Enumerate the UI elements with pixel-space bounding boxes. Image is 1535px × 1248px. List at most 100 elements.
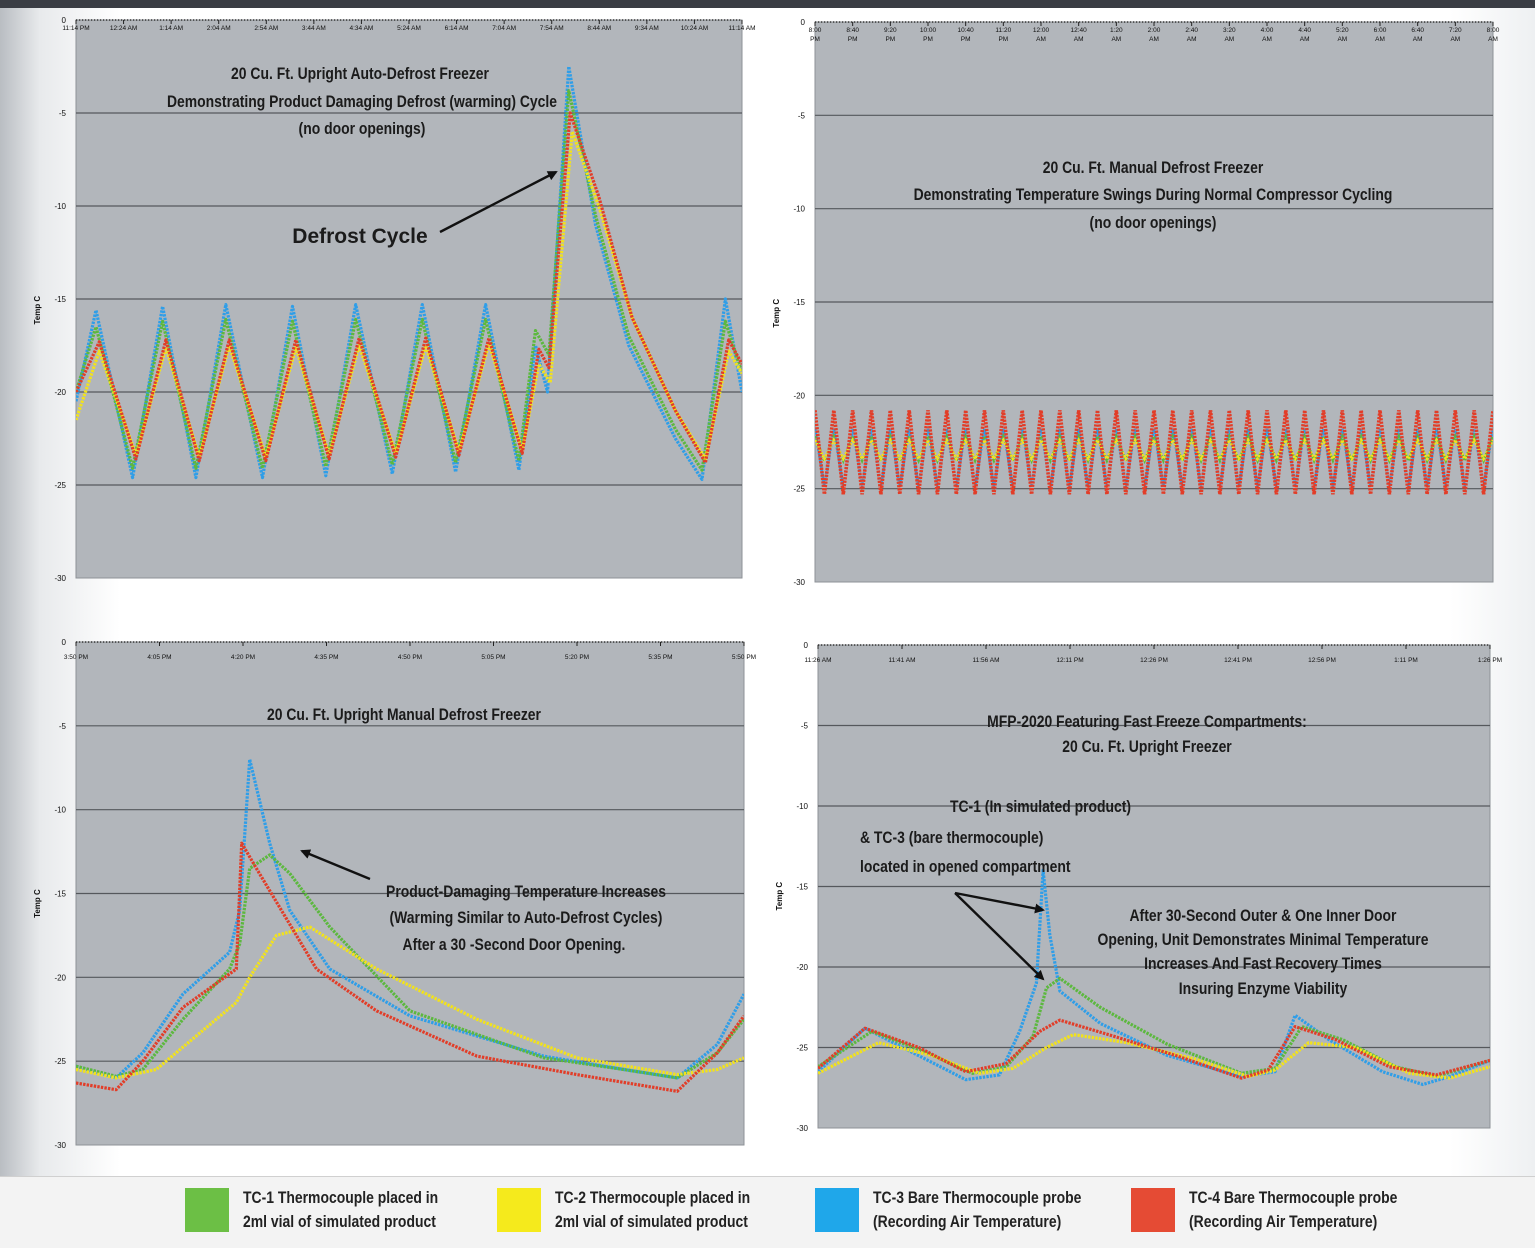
x-tick-label: 12:00 (1033, 27, 1050, 34)
x-tick-label: 1:20 (1110, 27, 1123, 34)
y-tick-label: 0 (804, 641, 809, 650)
y-tick-label: -5 (59, 722, 67, 731)
annotation-text: After 30-Second Outer & One Inner Door (1130, 907, 1397, 926)
x-tick-label: 2:54 AM (254, 25, 278, 32)
x-tick-label: 7:04 AM (492, 25, 516, 32)
x-tick-label: AM (1375, 36, 1385, 43)
legend: TC-1 Thermocouple placed in 2ml vial of s… (0, 1176, 1535, 1248)
x-tick-label: 4:35 PM (314, 654, 338, 661)
x-tick-label: 5:05 PM (481, 654, 505, 661)
series-layer (815, 410, 1493, 495)
x-tick-label: 6:40 (1411, 27, 1424, 34)
x-tick-label: 8:00 (809, 27, 822, 34)
chart-auto-defrost: 0 -5 -10 -15 -20 -25 -30 Temp C 11:14 PM 12:24 AM… (33, 16, 755, 583)
y-axis-label: Temp C (772, 299, 781, 328)
x-tick-label: AM (1262, 36, 1272, 43)
series-line-tc-1 (76, 853, 744, 1080)
chart-subtitle: Demonstrating Product Damaging Defrost (… (167, 93, 557, 112)
chart-title: 20 Cu. Ft. Upright Auto-Defrost Freezer (231, 65, 489, 84)
header-banner-strip (0, 0, 1535, 8)
x-tick-label: 10:00 (920, 27, 937, 34)
x-tick-label: AM (1187, 36, 1197, 43)
y-tick-label: -30 (54, 574, 66, 583)
series-layer (76, 757, 744, 1093)
x-tick-label: 6:14 AM (445, 25, 469, 32)
x-tick-label: 5:50 PM (732, 654, 756, 661)
y-tick-label: -10 (54, 806, 66, 815)
x-tick-label: 2:04 AM (207, 25, 231, 32)
chart-manual-defrost-door-opening: 0 -5 -10 -15 -20 -25 -30 Temp C 3:50 PM 4:05 PM 4:… (33, 638, 756, 1150)
x-tick-label: AM (1149, 36, 1159, 43)
y-tick-label: -30 (796, 1124, 808, 1133)
x-tick-label: 8:40 (846, 27, 859, 34)
y-tick-label: -5 (801, 722, 809, 731)
y-axis-label: Temp C (33, 296, 42, 325)
series-line-tc-4 (818, 1018, 1490, 1080)
x-tick-label: 9:34 AM (635, 25, 659, 32)
x-tick-label: 4:34 AM (349, 25, 373, 32)
y-tick-label: -20 (793, 391, 805, 400)
x-tick-label: AM (1337, 36, 1347, 43)
y-tick-label: 0 (801, 18, 806, 27)
y-tick-label: -15 (54, 890, 66, 899)
x-tick-label: 5:20 (1336, 27, 1349, 34)
series-line-tc-2 (815, 437, 1493, 462)
x-tick-label: 8:44 AM (587, 25, 611, 32)
x-tick-label: 7:20 (1449, 27, 1462, 34)
x-tick-label: AM (1450, 36, 1460, 43)
x-tick-label: AM (1413, 36, 1423, 43)
x-tick-label: 1:26 PM (1478, 657, 1502, 664)
legend-swatch-tc4 (1131, 1188, 1175, 1232)
series-line-tc-3 (818, 868, 1490, 1087)
legend-item-tc1: TC-1 Thermocouple placed in 2ml vial of s… (185, 1185, 481, 1235)
chart-note: (no door openings) (1090, 214, 1217, 233)
x-tick-label: 5:35 PM (648, 654, 672, 661)
x-tick-label: 4:00 (1261, 27, 1274, 34)
annotation-text: located in opened compartment (860, 858, 1070, 877)
x-tick-label: AM (1224, 36, 1234, 43)
y-tick-label: -15 (793, 298, 805, 307)
x-tick-label: AM (1111, 36, 1121, 43)
y-tick-label: -5 (798, 111, 806, 120)
x-tick-label: 10:24 AM (681, 25, 708, 32)
annotation-text: Insuring Enzyme Viability (1179, 980, 1348, 999)
chart-title: MFP-2020 Featuring Fast Freeze Compartme… (987, 713, 1307, 732)
legend-label-tc2: TC-2 Thermocouple placed in 2ml vial of s… (555, 1188, 751, 1231)
x-tick-label: 8:00 (1487, 27, 1500, 34)
annotation-text: Opening, Unit Demonstrates Minimal Tempe… (1098, 931, 1429, 950)
y-tick-label: -20 (54, 388, 66, 397)
chart-manual-defrost-cycling: 0 -5 -10 -15 -20 -25 -30 Temp C 8:00 PM 8:40 PM 9:20… (772, 18, 1500, 587)
y-tick-label: -25 (793, 485, 805, 494)
series-layer (76, 64, 742, 481)
chart-note: (no door openings) (299, 120, 426, 139)
legend-swatch-tc1 (185, 1188, 229, 1232)
x-tick-label: 7:54 AM (540, 25, 564, 32)
annotation-text: After a 30 -Second Door Opening. (403, 936, 626, 955)
series-line-tc-4 (76, 841, 744, 1093)
annotation-arrow (954, 891, 1045, 914)
x-tick-label: 4:50 PM (398, 654, 422, 661)
annotation-text: Product-Damaging Temperature Increases (386, 883, 666, 902)
y-tick-label: -20 (54, 973, 66, 982)
x-tick-label: 4:40 (1298, 27, 1311, 34)
series-line-tc-1 (76, 89, 742, 472)
x-tick-label: 11:14 PM (62, 25, 89, 32)
y-tick-label: -30 (54, 1141, 66, 1150)
x-tick-label: PM (961, 36, 971, 43)
legend-label-tc4: TC-4 Bare Thermocouple probe (Recording A… (1189, 1188, 1398, 1231)
x-tick-label: 4:05 PM (147, 654, 171, 661)
y-tick-label: -5 (59, 109, 67, 118)
x-tick-label: 11:26 AM (805, 657, 832, 664)
annotation-arrow (954, 892, 1045, 981)
x-tick-label: PM (923, 36, 933, 43)
series-line-tc-3 (815, 428, 1493, 488)
y-tick-label: -15 (796, 883, 808, 892)
x-tick-label: PM (885, 36, 895, 43)
charts-canvas: 0 -5 -10 -15 -20 -25 -30 Temp C 11:14 PM 12:24 AM… (33, 16, 1502, 1150)
x-tick-label: 4:20 PM (231, 654, 255, 661)
x-tick-label: 1:11 PM (1394, 657, 1418, 664)
legend-swatch-tc2 (497, 1188, 541, 1232)
x-tick-label: 12:56 PM (1308, 657, 1336, 664)
x-tick-label: 3:20 (1223, 27, 1236, 34)
y-tick-label: 0 (62, 638, 67, 647)
